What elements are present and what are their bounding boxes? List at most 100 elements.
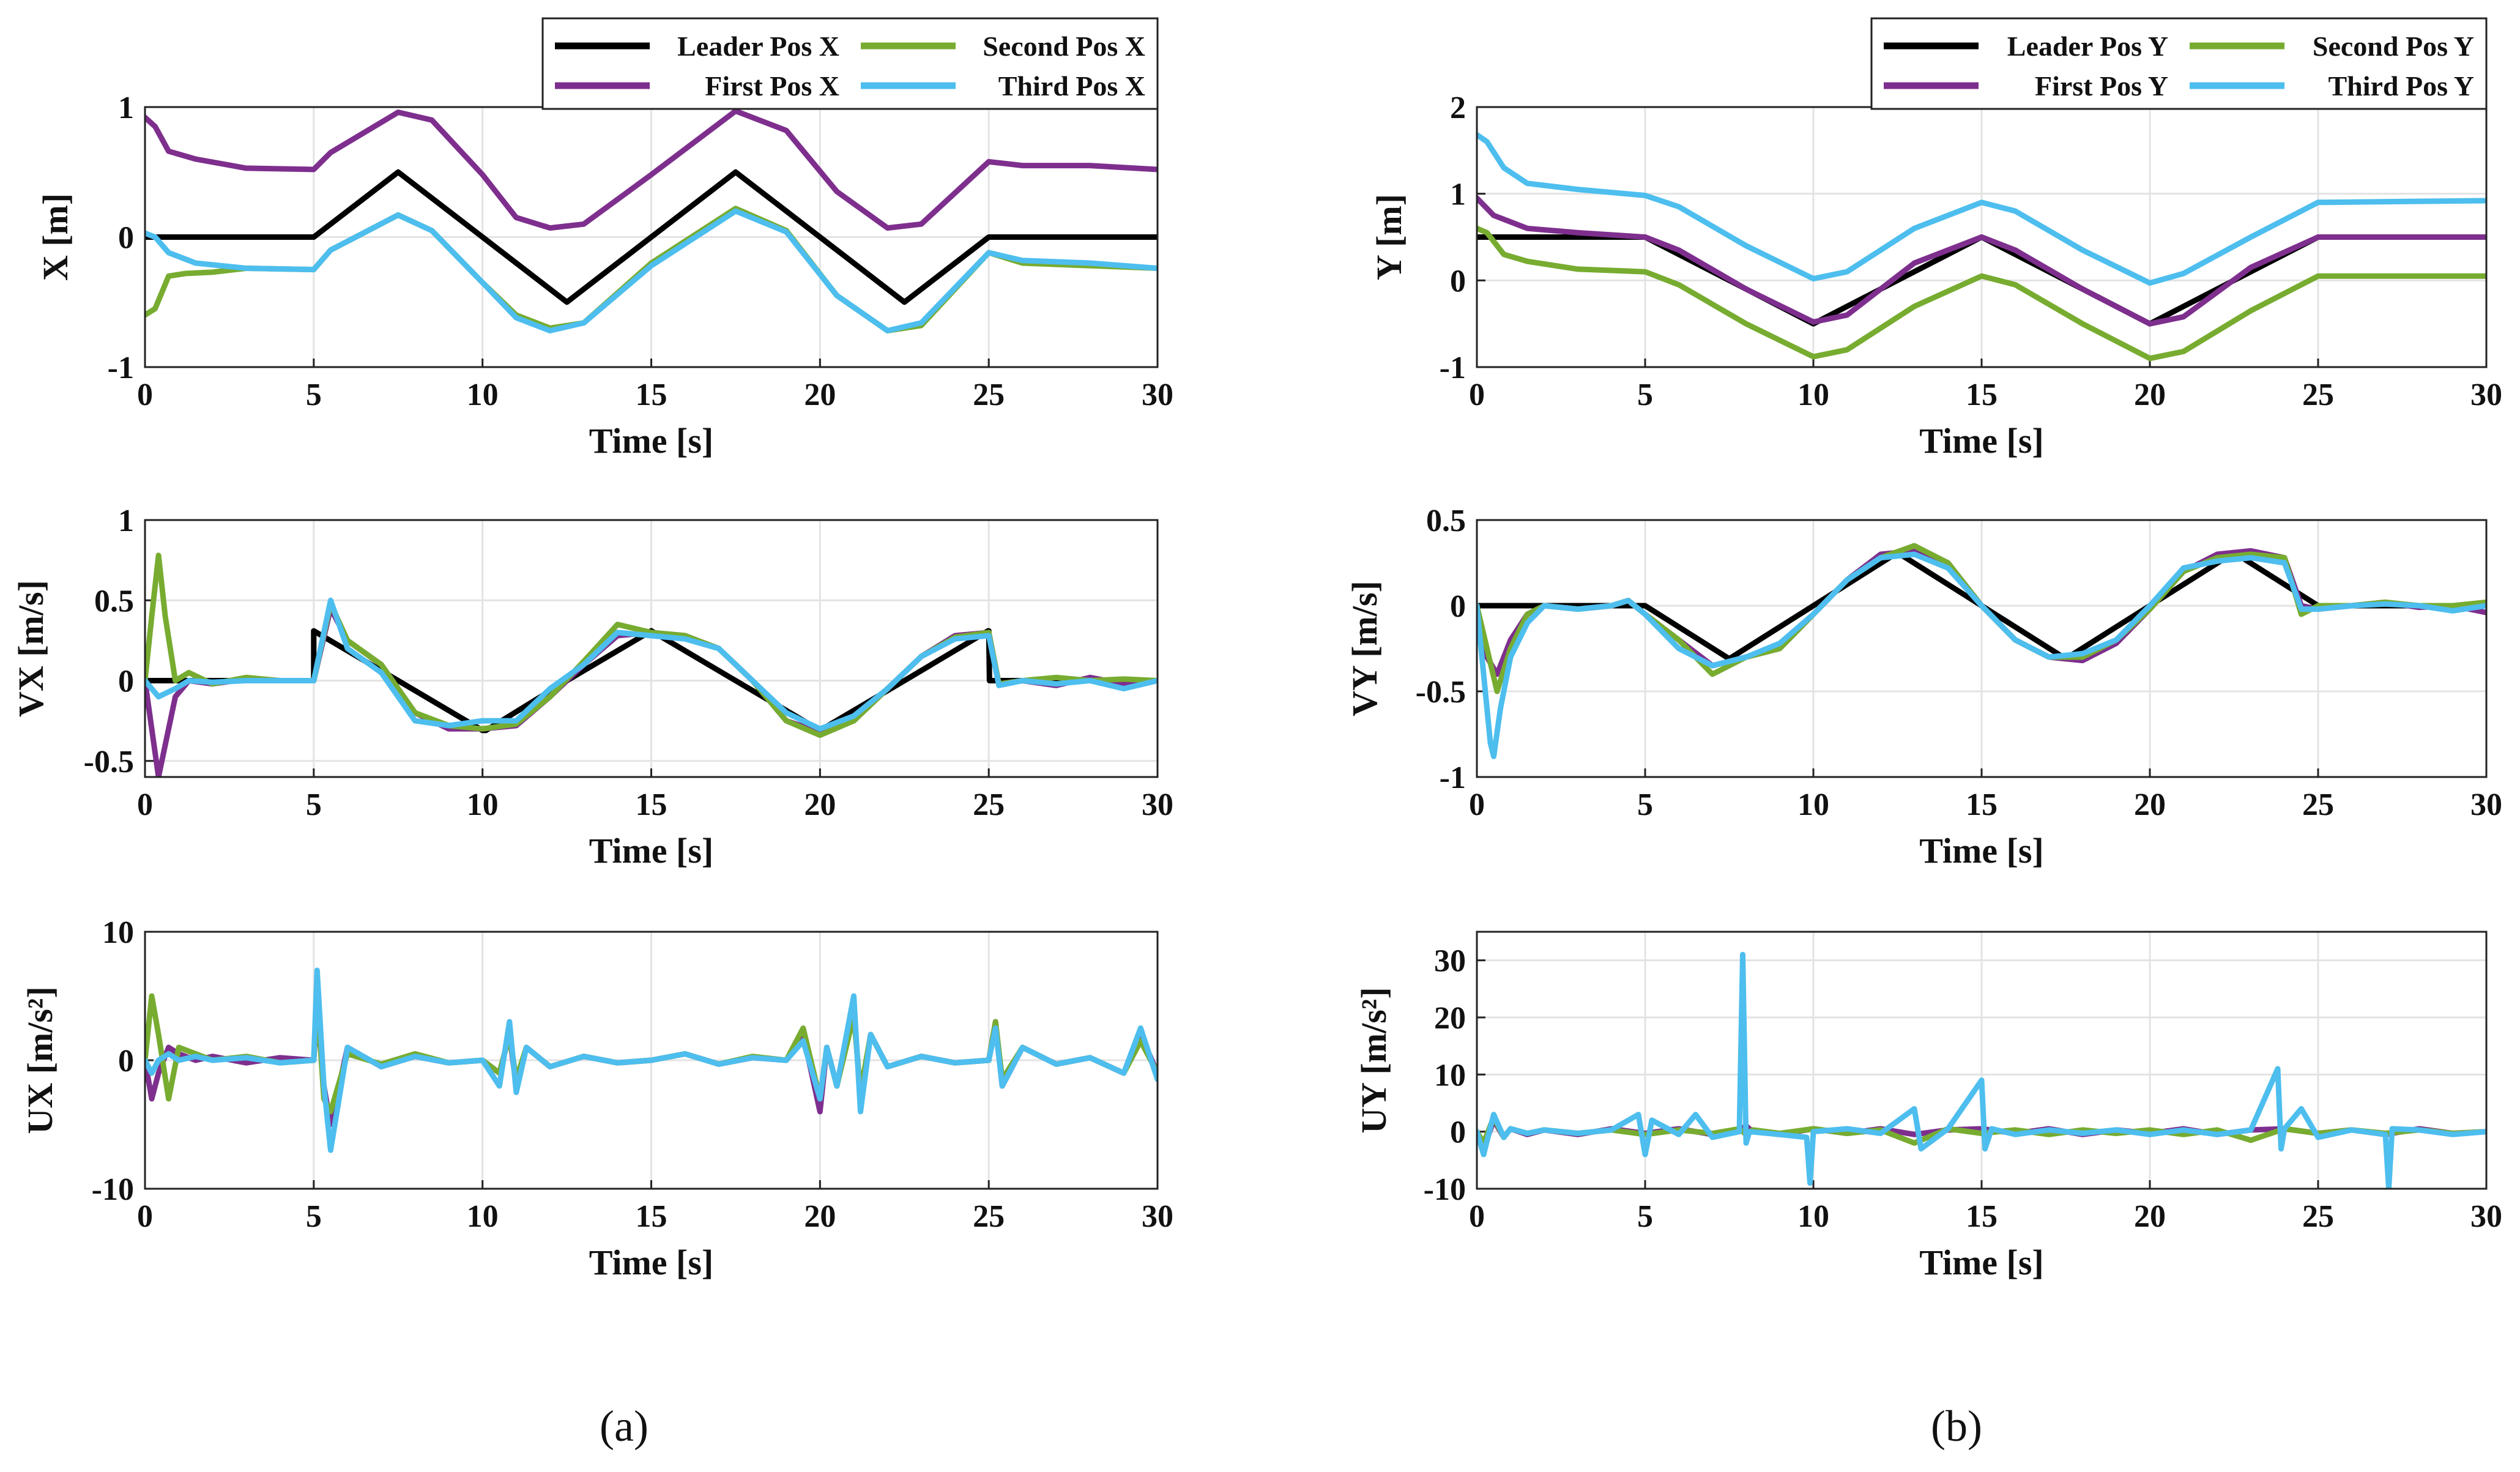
x-tick-label: 20 [2134,1199,2166,1234]
x-tick-label: 5 [1637,377,1653,412]
legend-entry: Leader Pos Y [2007,31,2168,62]
x-tick-label: 30 [1142,787,1173,822]
legend-entry: Leader Pos X [677,31,839,62]
x-tick-label: 15 [1966,377,1998,412]
plot-frame [1476,519,2488,778]
x-tick-label: 0 [1469,1199,1485,1234]
y-tick-label: 0 [118,664,134,699]
x-axis-label: Time [s] [589,1243,714,1282]
y-tick-label: -0.5 [1416,675,1466,710]
y-tick-label: 1 [118,91,134,125]
x-tick-label: 5 [1637,787,1653,822]
legend-entry: First Pos X [705,70,839,102]
plot-frame [144,519,1159,778]
y-tick-label: 10 [102,915,134,950]
x-axis-label: Time [s] [1919,831,2044,871]
x-tick-label: 25 [973,787,1005,822]
legend-entry: First Pos Y [2035,70,2168,102]
x-tick-label: 15 [1966,787,1998,822]
y-tick-label: 10 [1434,1058,1466,1093]
x-tick-label: 0 [137,1199,153,1234]
y-tick-label: -1 [1440,760,1466,795]
series-line-first-pos-x [145,108,1158,231]
y-tick-label: 2 [1450,91,1466,125]
legend: Leader Pos Y Second Pos Y First Pos Y Third… [1870,17,2488,110]
x-tick-label: 20 [804,377,836,412]
series-group [1477,132,2486,362]
legend-box [541,17,1159,110]
legend-entry: Third Pos Y [2328,70,2474,102]
series-line-first-pos-y [1477,195,2486,327]
x-tick-label: 0 [1469,787,1485,822]
y-axis-label: X [m] [35,193,75,281]
y-tick-label: 0.5 [1426,504,1466,538]
legend: Leader Pos X Second Pos X First Pos X Third… [541,17,1159,110]
series-group [145,552,1158,777]
y-tick-label: 1 [118,504,134,538]
x-tick-label: 5 [1637,1199,1653,1234]
legend-entry: Third Pos X [998,70,1145,102]
x-tick-label: 20 [804,1199,836,1234]
y-tick-label: -1 [108,351,134,385]
legend-entry: Second Pos X [983,31,1145,62]
y-tick-label: 0 [1450,1115,1466,1150]
y-tick-label: 0 [1450,589,1466,624]
series-line-third-pos-y [1477,132,2486,286]
x-tick-label: 25 [2302,377,2334,412]
x-tick-label: 5 [306,377,322,412]
series-line-third [145,967,1158,1153]
x-tick-label: 30 [2470,1199,2502,1234]
y-axis-label: UY [m/s²] [1354,987,1394,1133]
series-line-third [1477,551,2486,759]
x-tick-label: 30 [2470,787,2502,822]
x-tick-label: 25 [973,1199,1005,1234]
x-tick-label: 20 [2134,377,2166,412]
x-tick-label: 10 [467,787,499,822]
y-tick-label: 1 [1450,177,1466,212]
series-line-third-pos-x [145,208,1158,333]
y-tick-label: 30 [1434,944,1466,979]
series-group [145,967,1158,1153]
x-tick-label: 0 [1469,377,1485,412]
y-tick-label: 0 [118,1044,134,1079]
y-tick-label: -0.5 [84,745,134,779]
x-tick-label: 25 [973,377,1005,412]
x-tick-label: 15 [636,787,667,822]
x-tick-label: 10 [467,377,499,412]
y-axis-label: Y [m] [1369,194,1409,280]
x-tick-label: 0 [137,787,153,822]
x-tick-label: 10 [467,1199,499,1234]
x-axis-label: Time [s] [1919,1243,2044,1282]
y-tick-label: -10 [92,1172,134,1207]
plot-frame [144,931,1159,1190]
x-tick-label: 20 [804,787,836,822]
x-tick-label: 20 [2134,787,2166,822]
y-tick-label: 20 [1434,1001,1466,1036]
series-line-third [145,597,1158,732]
x-axis-label: Time [s] [589,831,714,871]
x-tick-label: 10 [1797,377,1829,412]
x-tick-label: 15 [1966,1199,1998,1234]
y-tick-label: 0 [1450,264,1466,299]
series-line-second-pos-y [1477,225,2486,362]
x-tick-label: 15 [636,1199,667,1234]
x-tick-label: 10 [1797,1199,1829,1234]
y-tick-label: -1 [1440,351,1466,385]
x-tick-label: 5 [306,1199,322,1234]
x-tick-label: 30 [1142,1199,1173,1234]
plot-frame [1476,931,2488,1190]
x-axis-label: Time [s] [589,421,714,461]
panel-label-b: (b) [1931,1402,1982,1451]
x-tick-label: 25 [2302,1199,2334,1234]
series-line-leader-pos-x [145,169,1158,305]
x-tick-label: 30 [2470,377,2502,412]
y-axis-label: VY [m/s] [1345,581,1385,716]
legend-box [1870,17,2488,110]
